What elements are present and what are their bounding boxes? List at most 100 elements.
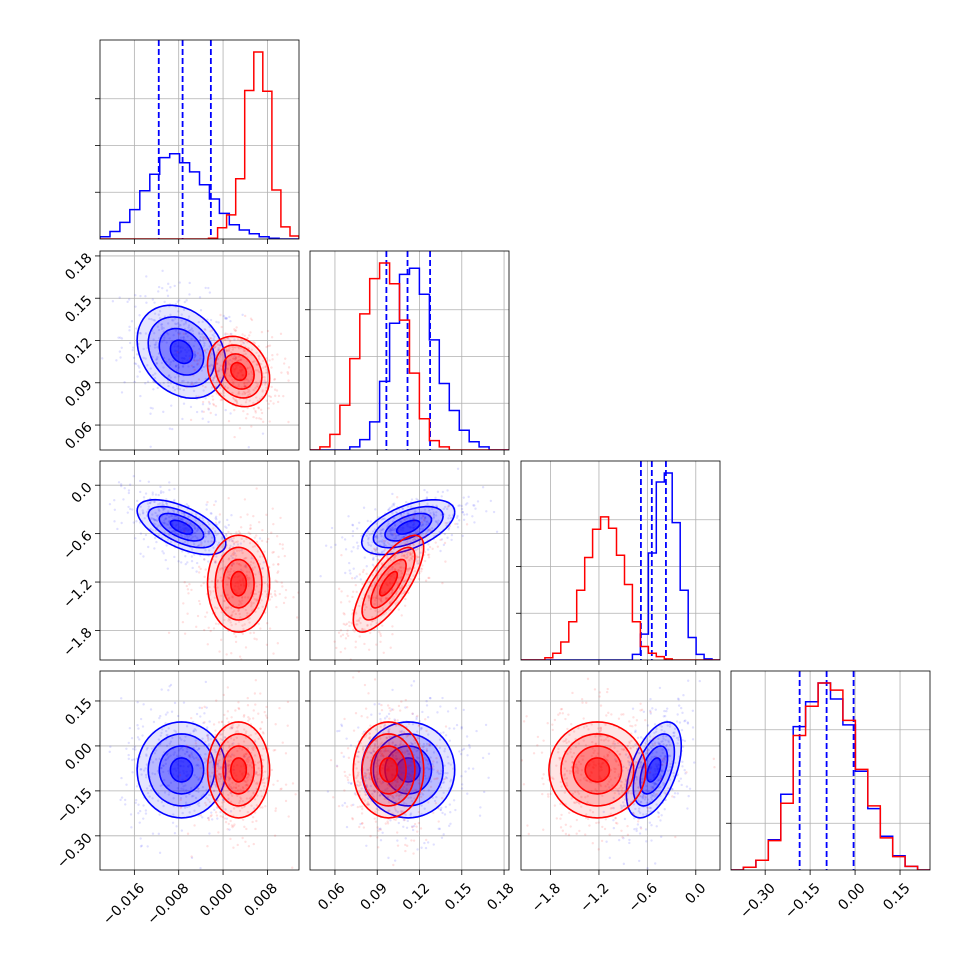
scatter-point bbox=[220, 733, 223, 736]
scatter-point bbox=[420, 846, 423, 849]
scatter-point bbox=[230, 537, 233, 541]
scatter-point bbox=[237, 390, 241, 393]
scatter-point bbox=[399, 810, 403, 813]
scatter-point bbox=[418, 719, 422, 723]
scatter-point bbox=[335, 764, 339, 768]
scatter-point bbox=[420, 812, 423, 816]
scatter-point bbox=[178, 774, 182, 777]
scatter-point bbox=[219, 767, 223, 770]
scatter-point bbox=[123, 486, 126, 490]
scatter-point bbox=[199, 866, 202, 870]
scatter-point bbox=[376, 836, 379, 839]
scatter-point bbox=[214, 531, 217, 534]
scatter-point bbox=[387, 730, 390, 734]
scatter-point bbox=[373, 789, 376, 793]
scatter-point bbox=[154, 493, 158, 496]
scatter-point bbox=[391, 795, 395, 798]
scatter-point bbox=[139, 490, 142, 494]
scatter-point bbox=[191, 349, 195, 353]
scatter-point bbox=[134, 362, 138, 366]
scatter-point bbox=[161, 286, 164, 290]
scatter-point bbox=[142, 496, 146, 499]
scatter-point bbox=[394, 818, 397, 822]
scatter-point bbox=[396, 780, 400, 784]
scatter-point bbox=[351, 676, 355, 679]
scatter-point bbox=[253, 566, 257, 569]
scatter-point bbox=[425, 497, 429, 500]
scatter-point bbox=[409, 796, 413, 799]
scatter-point bbox=[168, 374, 171, 377]
scatter-point bbox=[426, 553, 430, 557]
scatter-point bbox=[241, 313, 244, 317]
scatter-point bbox=[183, 752, 187, 756]
scatter-point bbox=[138, 314, 141, 317]
scatter-point bbox=[168, 337, 171, 340]
scatter-point bbox=[231, 561, 235, 565]
scatter-point bbox=[449, 822, 452, 825]
scatter-point bbox=[230, 661, 232, 663]
scatter-point bbox=[152, 318, 155, 322]
scatter-point bbox=[144, 492, 148, 495]
scatter-point bbox=[227, 766, 230, 770]
scatter-point bbox=[221, 567, 224, 570]
scatter-point bbox=[414, 759, 417, 762]
scatter-point bbox=[192, 374, 195, 377]
scatter-point bbox=[222, 390, 225, 393]
scatter-point bbox=[487, 752, 491, 756]
scatter-point bbox=[248, 399, 251, 402]
scatter-point bbox=[197, 778, 200, 781]
scatter-point bbox=[235, 400, 239, 404]
scatter-point bbox=[384, 611, 388, 614]
scatter-point bbox=[138, 809, 142, 813]
scatter-point bbox=[605, 758, 609, 762]
scatter-point bbox=[426, 539, 430, 542]
scatter-point bbox=[337, 587, 341, 591]
scatter-point bbox=[194, 729, 198, 732]
scatter-point bbox=[214, 500, 217, 503]
scatter-point bbox=[565, 769, 569, 773]
scatter-point bbox=[204, 337, 207, 341]
scatter-point bbox=[164, 517, 167, 520]
scatter-point bbox=[174, 322, 177, 325]
scatter-point bbox=[662, 743, 665, 746]
scatter-point bbox=[238, 563, 241, 566]
scatter-point bbox=[345, 825, 349, 829]
scatter-point bbox=[189, 786, 193, 790]
scatter-point bbox=[197, 787, 200, 790]
scatter-point bbox=[246, 367, 249, 370]
scatter-point bbox=[216, 586, 219, 589]
scatter-point bbox=[136, 701, 139, 704]
scatter-point bbox=[240, 806, 244, 810]
scatter-point bbox=[393, 757, 397, 760]
scatter-point bbox=[183, 739, 186, 743]
scatter-point bbox=[449, 778, 453, 782]
scatter-point bbox=[181, 518, 184, 521]
scatter-point bbox=[131, 771, 134, 774]
scatter-point bbox=[246, 746, 249, 750]
scatter-point bbox=[149, 406, 153, 410]
scatter-point bbox=[403, 802, 406, 805]
scatter-point bbox=[256, 363, 259, 366]
scatter-point bbox=[210, 540, 213, 543]
scatter-point bbox=[446, 505, 450, 508]
scatter-point bbox=[471, 515, 474, 518]
scatter-point bbox=[228, 346, 231, 350]
scatter-point bbox=[231, 396, 235, 399]
scatter-point bbox=[380, 534, 383, 538]
scatter-point bbox=[237, 724, 240, 727]
scatter-point bbox=[404, 597, 407, 601]
scatter-point bbox=[252, 561, 255, 565]
scatter-point bbox=[203, 628, 206, 632]
scatter-point bbox=[425, 758, 428, 762]
scatter-point bbox=[186, 537, 189, 540]
scatter-point bbox=[379, 598, 382, 602]
scatter-point bbox=[374, 810, 377, 814]
scatter-point bbox=[564, 760, 567, 763]
scatter-point bbox=[639, 709, 642, 712]
scatter-point bbox=[664, 744, 668, 748]
scatter-point bbox=[409, 553, 413, 556]
scatter-point bbox=[350, 621, 353, 625]
scatter-point bbox=[167, 374, 171, 378]
scatter-point bbox=[188, 754, 192, 757]
scatter-point bbox=[373, 548, 377, 551]
